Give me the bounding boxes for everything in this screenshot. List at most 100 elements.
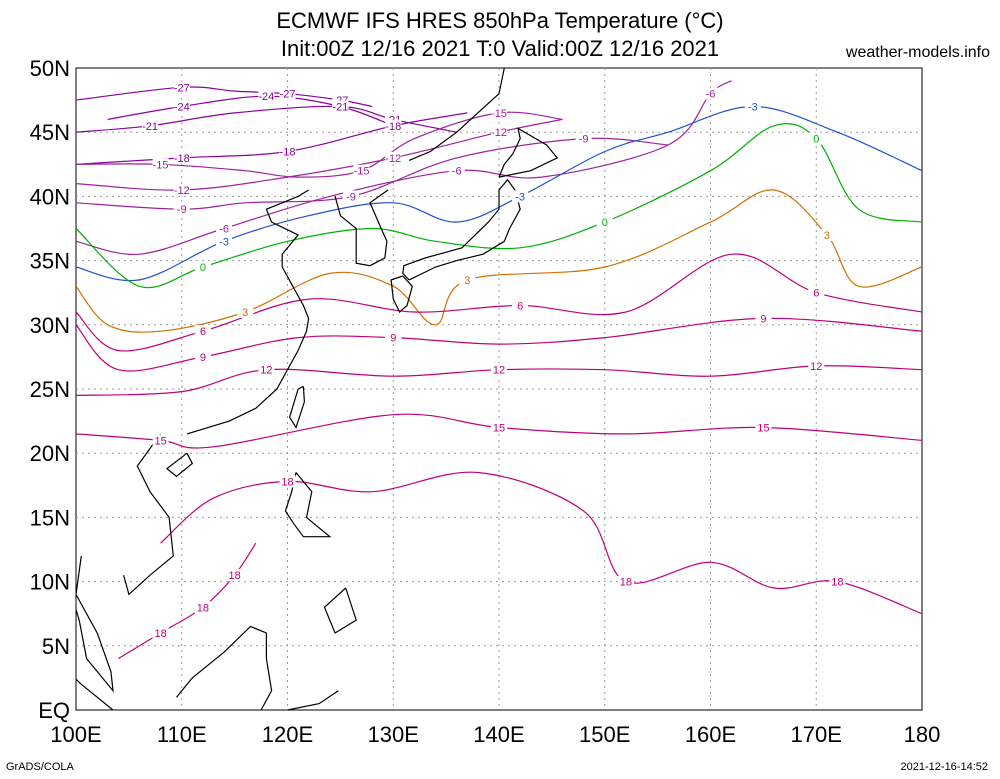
lat-tick-label: 30N [30,313,70,338]
contour-label-bg [512,190,529,203]
contour-label-bg [448,164,465,177]
contour-label: -15 [491,108,507,120]
contour-label-bg [353,164,370,177]
contour-label: -21 [332,102,348,114]
contour-label: 6 [517,301,523,313]
isotherm-line [160,471,922,615]
contour-label-bg [459,273,476,286]
contour-label-bg [237,305,254,318]
lon-tick-label: 130E [368,722,419,747]
contour-label-bg [491,421,507,434]
contour-label: -27 [174,82,190,94]
lon-tick-label: 100E [50,722,101,747]
coastline-vietnam [123,433,174,596]
contour-label: 15 [757,423,769,435]
contour-label-bg [279,87,296,100]
lat-tick-label: 25N [30,377,70,402]
contour-label: 9 [390,333,396,345]
contour-label: 12 [260,365,272,377]
coastline-hokkaido [498,127,559,178]
coastline-honshu [402,178,521,281]
lon-tick-label: 170E [791,722,842,747]
contour-labels: -27-27-27-24-24-24-21-21-21-18-18-18-15-… [142,81,846,640]
contour-label-bg [385,331,402,344]
contour-label: 9 [200,352,206,364]
contour-label-bg [491,363,507,376]
contour-label: 0 [200,262,206,274]
coastline-taiwan [288,385,306,429]
contour-label-bg [152,158,169,171]
contour-label: -9 [346,191,356,203]
lon-tick-label: 140E [473,722,524,747]
lon-tick-label: 120E [262,722,313,747]
contour-label-bg [279,145,296,158]
lat-tick-label: 35N [30,249,70,274]
contour-label: -3 [748,102,758,114]
lat-tick-label: 20N [30,441,70,466]
contour-label: -24 [258,91,274,103]
contour-label-bg [173,203,190,216]
contour-label: 12 [493,365,505,377]
contour-label-bg [152,626,169,639]
contour-label-bg [702,87,719,100]
contour-label-bg [744,100,761,113]
contour-label: -12 [491,127,507,139]
contour-label: 9 [760,313,766,325]
contour-label: 0 [602,217,608,229]
contour-label-bg [194,601,211,614]
contour-label: 18 [197,602,209,614]
chart-title-line2: Init:00Z 12/16 2021 T:0 Valid:00Z 12/16 … [280,36,720,61]
lat-tick-label: 40N [30,184,70,209]
contour-label-bg [258,363,275,376]
lon-tick-label: 110E [157,722,207,747]
contour-label: 0 [813,134,819,146]
lat-tick-label: 10N [30,570,70,595]
contour-label: 3 [824,230,830,242]
contour-label: -18 [385,121,401,133]
contour-label: 3 [242,307,248,319]
contour-label-bg [596,216,613,229]
contour-label: 18 [620,577,632,589]
coastline-russia-coast [408,68,505,161]
contour-label: -15 [354,166,370,178]
contour-label-bg [194,350,211,363]
contour-label-bg [808,359,825,372]
isotherm-line [76,253,922,352]
contour-label-bg [818,228,835,241]
contour-label: 18 [229,570,241,582]
contour-label-bg [342,190,359,203]
contour-label-bg [512,299,529,312]
coastlines [76,68,559,710]
generated-timestamp: 2021-12-16-14:52 [900,761,988,773]
coastline-korea [334,189,389,267]
coastline-hainan [165,452,194,478]
contour-label: 18 [154,628,166,640]
isotherm-line [76,317,922,372]
contour-label-bg [173,81,190,94]
contour-label: 18 [281,476,293,488]
contour-label: 15 [154,435,166,447]
contour-label-bg [226,569,243,582]
coastline-china-coast [186,189,310,435]
contour-label: -12 [174,185,190,197]
coastline-mindanao [323,587,357,634]
contour-label-bg [194,261,211,274]
contour-label-bg [216,235,233,248]
contour-label: -15 [153,159,169,171]
brand-label: weather-models.info [845,44,990,61]
contour-label: -6 [219,224,229,236]
contour-label: -3 [219,236,229,248]
contour-label-bg [385,151,402,164]
contour-label: -3 [515,191,525,203]
coastline-sumatra [76,678,114,710]
chart-title-line1: ECMWF IFS HRES 850hPa Temperature (°C) [276,8,724,33]
lat-tick-label: 50N [30,56,70,81]
contour-label: 6 [813,288,819,300]
contour-label-bg [385,119,402,132]
lon-tick-label: 150E [579,722,630,747]
contour-label-bg [173,151,190,164]
contour-label: -18 [174,153,190,165]
lat-tick-label: EQ [38,698,70,723]
software-credit: GrADS/COLA [6,761,74,773]
